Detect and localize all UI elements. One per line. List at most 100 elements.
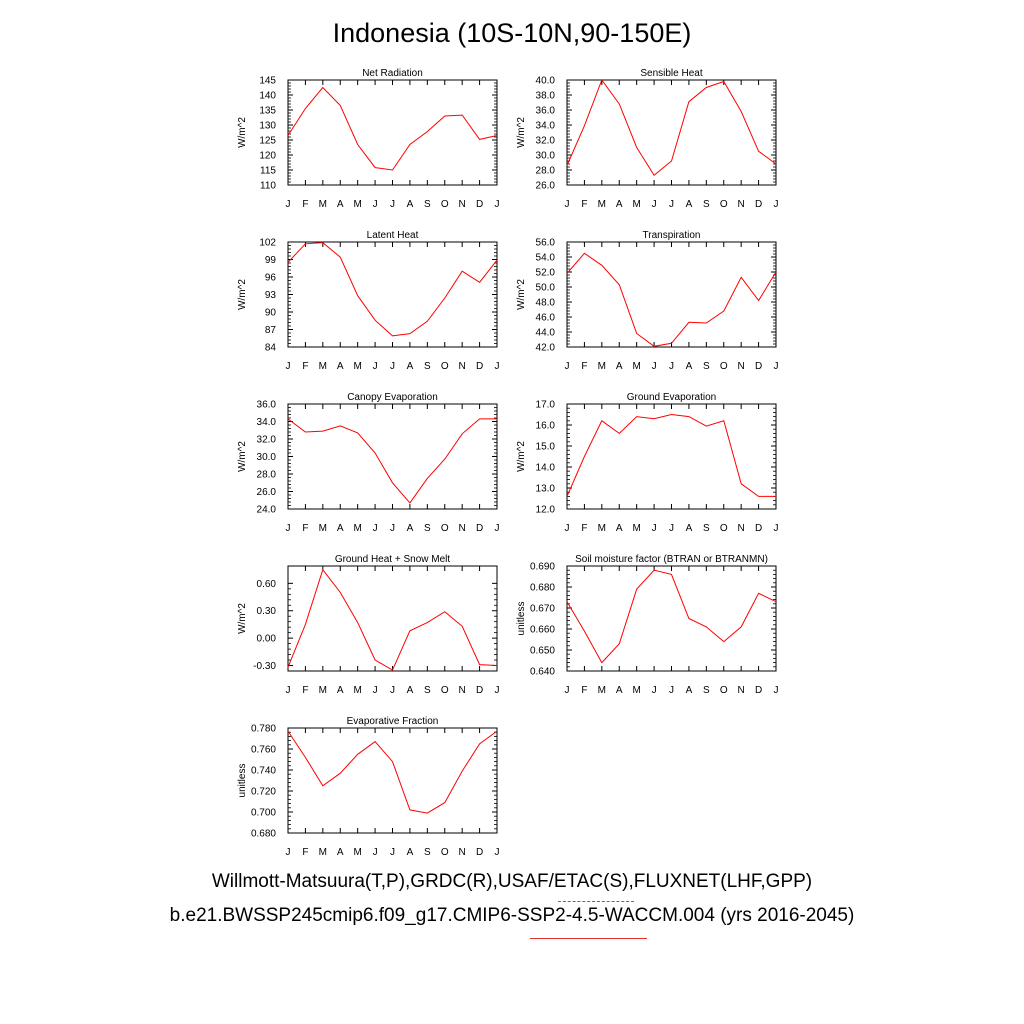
x-tick-label: A bbox=[616, 523, 623, 534]
y-tick-label: 32.0 bbox=[536, 136, 556, 147]
y-tick-label: 84 bbox=[265, 343, 277, 354]
series-line bbox=[287, 568, 498, 671]
legend-case-line bbox=[530, 938, 647, 939]
x-tick-label: N bbox=[459, 199, 466, 210]
x-tick-label: J bbox=[390, 523, 395, 534]
y-tick-label: 102 bbox=[259, 238, 276, 249]
x-tick-label: D bbox=[755, 199, 762, 210]
x-tick-label: A bbox=[337, 361, 344, 372]
x-tick-label: D bbox=[476, 361, 483, 372]
y-tick-label: 54.0 bbox=[536, 253, 556, 264]
y-tick-label: 140 bbox=[259, 91, 276, 102]
x-tick-label: S bbox=[424, 523, 431, 534]
x-tick-label: D bbox=[476, 199, 483, 210]
y-tick-label: 17.0 bbox=[536, 400, 556, 411]
x-tick-label: M bbox=[353, 361, 361, 372]
x-tick-label: S bbox=[424, 361, 431, 372]
x-tick-label: F bbox=[302, 361, 308, 372]
series-line bbox=[566, 78, 777, 177]
x-tick-label: A bbox=[407, 523, 414, 534]
y-tick-label: 50.0 bbox=[536, 283, 556, 294]
plot-frame bbox=[566, 79, 777, 186]
x-tick-label: S bbox=[424, 847, 431, 858]
y-tick-label: 0.640 bbox=[530, 667, 555, 678]
x-tick-label: J bbox=[652, 685, 657, 696]
x-tick-label: M bbox=[319, 685, 327, 696]
y-axis-label: unitless bbox=[237, 764, 248, 798]
x-tick-label: A bbox=[407, 847, 414, 858]
x-tick-label: N bbox=[738, 523, 745, 534]
y-tick-label: 46.0 bbox=[536, 313, 556, 324]
y-tick-label: 30.0 bbox=[536, 151, 556, 162]
x-tick-label: M bbox=[319, 847, 327, 858]
x-tick-label: J bbox=[669, 685, 674, 696]
y-tick-label: 130 bbox=[259, 121, 276, 132]
x-tick-label: S bbox=[424, 199, 431, 210]
series-line bbox=[566, 413, 776, 497]
x-tick-label: J bbox=[669, 361, 674, 372]
x-tick-label: S bbox=[703, 523, 710, 534]
x-tick-label: O bbox=[441, 361, 449, 372]
x-tick-label: J bbox=[390, 847, 395, 858]
x-tick-label: J bbox=[669, 523, 674, 534]
x-tick-label: D bbox=[476, 685, 483, 696]
x-tick-label: N bbox=[738, 199, 745, 210]
x-tick-label: O bbox=[720, 361, 728, 372]
x-tick-label: J bbox=[373, 523, 378, 534]
y-tick-label: 0.760 bbox=[251, 745, 276, 756]
x-tick-label: M bbox=[598, 361, 606, 372]
y-tick-label: 0.00 bbox=[257, 634, 277, 645]
y-tick-label: 28.0 bbox=[257, 470, 277, 481]
y-tick-label: 26.0 bbox=[536, 181, 556, 192]
y-tick-label: 0.670 bbox=[530, 604, 555, 615]
y-tick-label: 24.0 bbox=[257, 505, 277, 516]
plot-frame bbox=[566, 565, 777, 672]
x-tick-label: M bbox=[632, 361, 640, 372]
y-axis-label: W/m^2 bbox=[237, 603, 248, 634]
x-tick-label: M bbox=[319, 361, 327, 372]
x-tick-label: D bbox=[755, 523, 762, 534]
y-tick-label: 0.680 bbox=[251, 829, 276, 840]
x-tick-label: J bbox=[390, 199, 395, 210]
x-tick-label: A bbox=[407, 199, 414, 210]
x-tick-label: J bbox=[565, 685, 570, 696]
series-line bbox=[287, 86, 498, 171]
y-tick-label: 0.30 bbox=[257, 606, 277, 617]
x-tick-label: M bbox=[632, 523, 640, 534]
x-tick-label: O bbox=[720, 523, 728, 534]
y-tick-label: 93 bbox=[265, 290, 277, 301]
x-tick-label: O bbox=[720, 199, 728, 210]
x-tick-label: J bbox=[495, 523, 500, 534]
y-tick-label: 125 bbox=[259, 136, 276, 147]
x-tick-label: F bbox=[581, 361, 587, 372]
series-line bbox=[287, 730, 498, 814]
y-axis-label: W/m^2 bbox=[516, 279, 527, 310]
x-tick-label: O bbox=[441, 199, 449, 210]
x-tick-label: A bbox=[686, 361, 693, 372]
y-tick-label: 0.60 bbox=[257, 579, 277, 590]
y-axis-label: W/m^2 bbox=[237, 117, 248, 148]
y-tick-label: 145 bbox=[259, 76, 276, 87]
y-tick-label: 120 bbox=[259, 151, 276, 162]
x-tick-label: O bbox=[441, 685, 449, 696]
x-tick-label: J bbox=[495, 199, 500, 210]
x-tick-label: S bbox=[703, 199, 710, 210]
x-tick-label: J bbox=[373, 199, 378, 210]
x-tick-label: J bbox=[669, 199, 674, 210]
footer-case-name: b.e21.BWSSP245cmip6.f09_g17.CMIP6-SSP2-4… bbox=[169, 905, 855, 926]
x-tick-label: A bbox=[407, 361, 414, 372]
x-tick-label: J bbox=[373, 685, 378, 696]
y-tick-label: 0.780 bbox=[251, 724, 276, 735]
x-tick-label: J bbox=[286, 523, 291, 534]
x-tick-label: J bbox=[286, 361, 291, 372]
y-tick-label: 36.0 bbox=[257, 400, 277, 411]
x-tick-label: A bbox=[337, 847, 344, 858]
x-tick-label: M bbox=[353, 523, 361, 534]
y-tick-label: 40.0 bbox=[536, 76, 556, 87]
y-tick-label: 0.680 bbox=[530, 583, 555, 594]
x-tick-label: M bbox=[632, 199, 640, 210]
